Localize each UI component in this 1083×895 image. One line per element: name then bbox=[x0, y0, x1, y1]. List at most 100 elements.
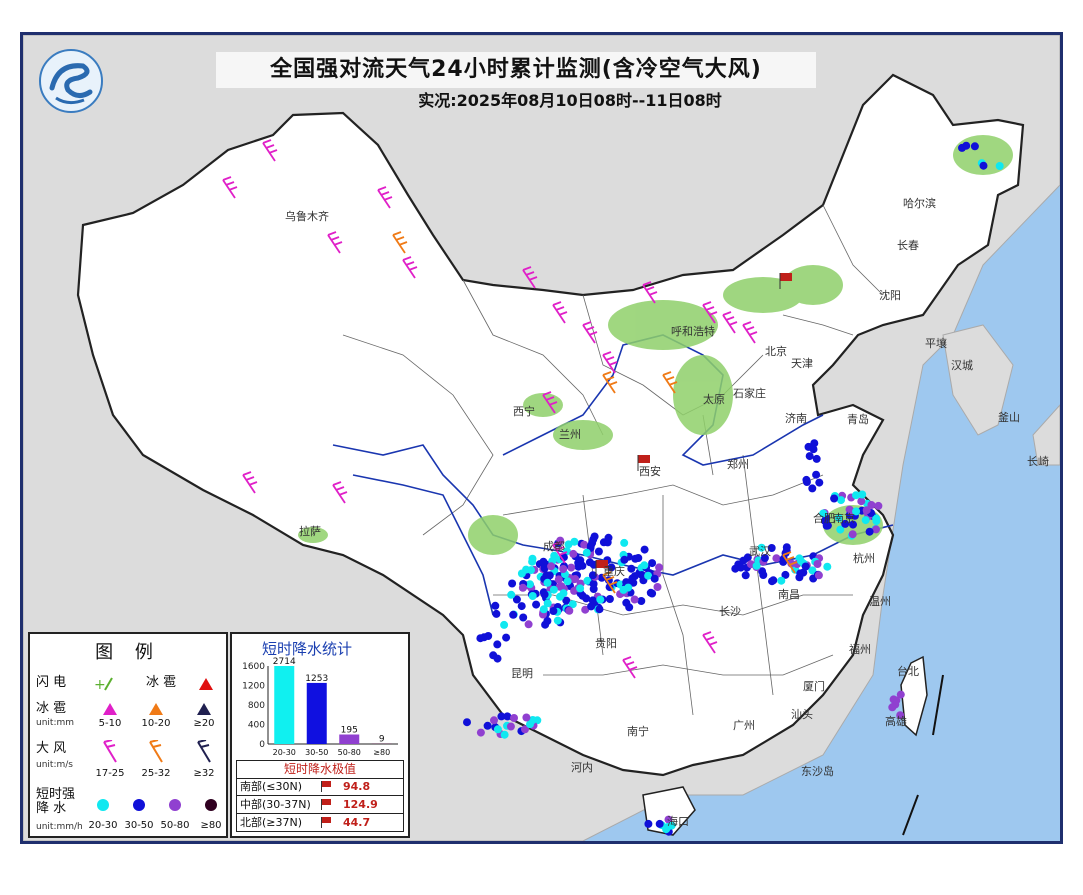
rain-dot bbox=[819, 509, 828, 518]
label-hefei: 合肥 bbox=[813, 511, 835, 525]
rain-dot bbox=[528, 592, 537, 600]
label-nanchang: 南昌 bbox=[778, 588, 800, 601]
rain-dot bbox=[823, 562, 832, 571]
rain-dot bbox=[979, 161, 988, 170]
rain-dot bbox=[802, 478, 811, 486]
wind-barb bbox=[602, 371, 618, 394]
rain-dot bbox=[554, 575, 563, 584]
wind-barb bbox=[327, 231, 343, 254]
rain-dot bbox=[760, 554, 769, 562]
wind-level-2: 25-32 bbox=[141, 768, 171, 779]
rain-dot bbox=[562, 596, 571, 605]
rain-dot bbox=[500, 730, 509, 739]
label-changsha: 长沙 bbox=[719, 605, 741, 618]
bar-category-label: ≥80 bbox=[373, 748, 390, 757]
rain-dot bbox=[539, 557, 548, 566]
rain-dot bbox=[559, 589, 568, 598]
rain-dot bbox=[810, 439, 819, 448]
rain-dot bbox=[837, 496, 845, 505]
label-qingdao: 青岛 bbox=[847, 412, 869, 426]
wind-barb bbox=[222, 176, 238, 199]
y-tick-label: 1600 bbox=[242, 662, 265, 672]
rain-dot bbox=[509, 610, 518, 619]
label-harbin: 哈尔滨 bbox=[903, 196, 936, 210]
rain-dot bbox=[549, 585, 558, 594]
rain-dot bbox=[662, 825, 671, 834]
rain-dot bbox=[896, 690, 905, 699]
rain-dot bbox=[599, 538, 608, 547]
legend-title: 图 例 bbox=[95, 642, 161, 663]
rain-dot bbox=[739, 556, 748, 565]
rain-dot bbox=[568, 600, 577, 609]
label-taipei: 台北 bbox=[897, 664, 919, 678]
rain-dot bbox=[490, 716, 498, 725]
rain-level-4: ≥80 bbox=[200, 820, 222, 831]
rain-dot bbox=[510, 714, 518, 722]
chart-bars: 2714 20-30 1253 30-50 195 50-80 9 ≥80 bbox=[273, 657, 392, 757]
rain-dot bbox=[576, 556, 585, 565]
rain-dot bbox=[830, 494, 839, 503]
label-busan: 釜山 bbox=[998, 410, 1020, 424]
rain-dot bbox=[848, 530, 857, 539]
rain-dot bbox=[565, 606, 574, 615]
rain-dot bbox=[741, 571, 750, 580]
rain-dot bbox=[491, 601, 500, 610]
cma-logo bbox=[39, 49, 103, 113]
rain-dot bbox=[808, 566, 817, 575]
rain-dot bbox=[570, 537, 579, 546]
label-shenyang: 沈阳 bbox=[879, 288, 901, 302]
label-fuzhou: 福州 bbox=[849, 642, 871, 656]
rain-dot bbox=[655, 563, 664, 572]
rain-dot bbox=[582, 548, 591, 557]
rain-dot bbox=[583, 576, 592, 585]
rain-dot bbox=[736, 563, 745, 572]
rain-dot bbox=[970, 142, 979, 151]
rain-dot bbox=[650, 574, 659, 583]
flag-icon bbox=[321, 817, 331, 828]
label-shijiazhuang: 石家庄 bbox=[733, 386, 766, 400]
y-tick-label: 1200 bbox=[242, 682, 265, 692]
rain-dot bbox=[483, 721, 492, 730]
rain-dot bbox=[543, 573, 552, 581]
rain-dot bbox=[503, 712, 512, 721]
label-tianjin: 天津 bbox=[791, 357, 813, 370]
wind-barb bbox=[662, 371, 678, 394]
rain-dot bbox=[805, 452, 814, 461]
rain-dot-3-icon bbox=[169, 799, 181, 811]
rain-dot bbox=[867, 501, 876, 509]
label-beijing: 北京 bbox=[765, 344, 787, 358]
hail-level-2: 10-20 bbox=[141, 718, 171, 729]
rain-level-1: 20-30 bbox=[88, 820, 118, 831]
rain-dot bbox=[664, 815, 673, 824]
rain-dot bbox=[655, 819, 664, 828]
rain-dot bbox=[814, 571, 823, 580]
bar-2 bbox=[339, 734, 360, 744]
sea-boundary-dashes bbox=[902, 674, 944, 836]
wind-barbs bbox=[222, 139, 798, 679]
rain-dot bbox=[540, 590, 549, 599]
label-nanjing: 南京 bbox=[833, 511, 855, 525]
lightning-icon: + bbox=[94, 677, 113, 692]
rain-dot bbox=[759, 571, 768, 579]
label-xiamen: 厦门 bbox=[803, 679, 825, 693]
rain-dot bbox=[648, 589, 657, 598]
rain-dot bbox=[812, 470, 821, 479]
rain-dot bbox=[506, 722, 515, 731]
legend-wind-label: 大 风 bbox=[36, 741, 67, 756]
legend-rain-label-1: 短时强 bbox=[36, 787, 76, 802]
rain-dot bbox=[835, 514, 844, 523]
label-seoul: 汉城 bbox=[951, 359, 973, 372]
extreme-row-south: 南部(≤30N) 94.8 bbox=[236, 778, 404, 796]
label-haikou: 海口 bbox=[667, 814, 689, 828]
rain-dot bbox=[888, 703, 897, 712]
label-nagasaki: 长崎 bbox=[1027, 454, 1049, 468]
label-hanoi: 河内 bbox=[571, 760, 593, 774]
rain-dot bbox=[493, 725, 502, 734]
legend-wind-unit: unit:m/s bbox=[36, 760, 73, 770]
extreme-value: 124.9 bbox=[343, 798, 378, 811]
rain-dot bbox=[809, 445, 818, 454]
rain-level-3: 50-80 bbox=[160, 820, 190, 831]
flag-icon bbox=[321, 799, 331, 810]
label-lanzhou: 兰州 bbox=[559, 428, 581, 441]
wind-barb bbox=[522, 266, 538, 289]
